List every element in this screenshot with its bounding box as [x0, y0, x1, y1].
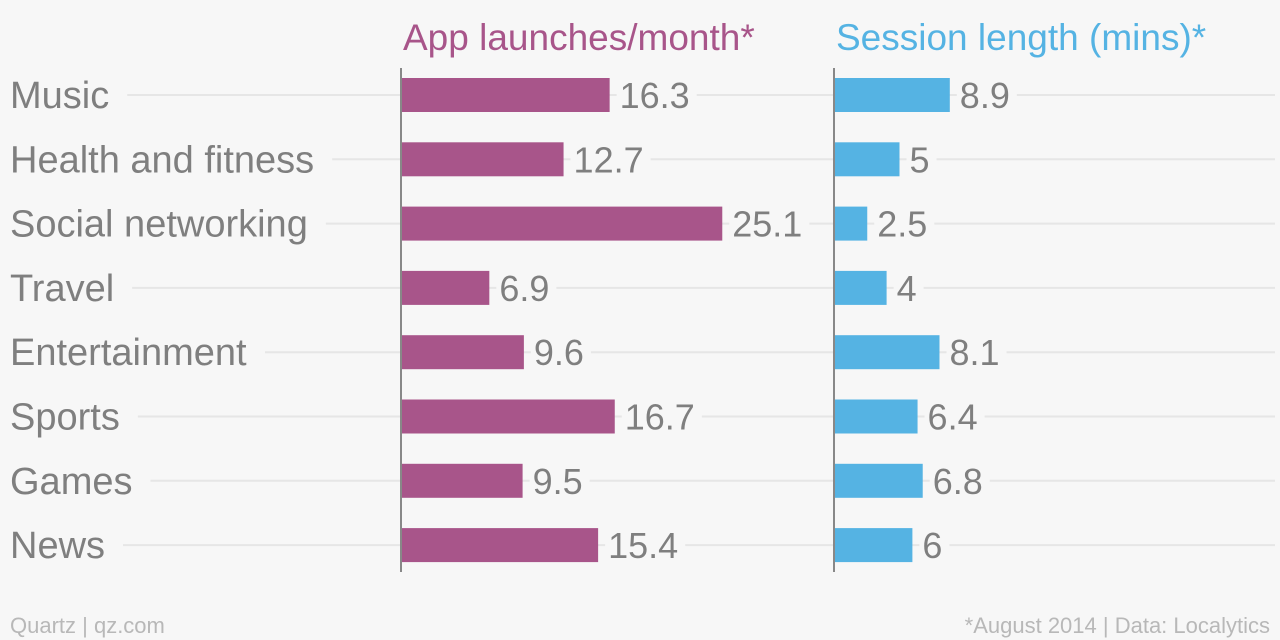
value-label-session-games: 6.8	[933, 461, 983, 502]
value-label-bg	[924, 396, 985, 438]
bar-launches-sports	[401, 399, 615, 434]
value-label-launches-social-networking: 25.1	[732, 204, 802, 245]
category-label-news: News	[10, 525, 105, 567]
category-label-social-networking: Social networking	[10, 204, 308, 246]
bar-session-health-and-fitness	[835, 142, 900, 177]
value-label-session-music: 8.9	[960, 75, 1010, 116]
value-label-launches-entertainment: 9.6	[534, 332, 584, 373]
bar-launches-travel	[401, 270, 490, 305]
value-label-bg	[929, 460, 990, 502]
category-label-bg	[6, 332, 266, 375]
value-label-session-sports: 6.4	[928, 397, 978, 438]
category-label-games: Games	[10, 461, 132, 503]
value-label-session-news: 6	[922, 525, 942, 566]
category-label-music: Music	[10, 75, 109, 117]
bar-launches-entertainment	[401, 335, 524, 370]
value-label-launches-sports: 16.7	[625, 397, 695, 438]
category-label-bg	[6, 139, 333, 182]
bar-session-entertainment	[835, 335, 940, 370]
session-panel-title: Session length (mins)*	[836, 17, 1206, 58]
launches-panel: App launches/month* 16.3 12.7 25.1 6.9 9.6 16…	[401, 17, 810, 567]
bar-launches-news	[401, 528, 599, 563]
category-label-bg	[6, 267, 133, 310]
bar-launches-games	[401, 463, 523, 498]
value-label-bg	[893, 267, 924, 309]
bar-session-travel	[835, 270, 887, 305]
category-label-travel: Travel	[10, 268, 114, 310]
bar-session-music	[835, 78, 950, 112]
category-label-bg	[6, 460, 151, 503]
bar-session-social-networking	[835, 206, 868, 241]
category-label-bg	[6, 396, 138, 439]
bar-session-games	[835, 463, 923, 498]
value-label-bg	[621, 396, 702, 438]
bar-launches-social-networking	[401, 206, 723, 241]
bar-session-sports	[835, 399, 918, 434]
session-panel: Session length (mins)* 8.9 5 2.5 4 8.1 6.4 6.8…	[835, 17, 1206, 567]
category-label-sports: Sports	[10, 397, 120, 439]
value-label-bg	[616, 75, 697, 116]
value-label-bg	[529, 460, 590, 502]
bar-launches-music	[401, 78, 610, 112]
category-label-health-and-fitness: Health and fitness	[10, 139, 314, 181]
value-label-session-entertainment: 8.1	[949, 332, 999, 373]
value-label-launches-games: 9.5	[533, 461, 583, 502]
value-label-bg	[729, 203, 810, 245]
value-label-bg	[919, 525, 950, 567]
value-label-bg	[605, 525, 686, 567]
category-label-bg	[6, 75, 128, 117]
value-label-session-health-and-fitness: 5	[910, 139, 930, 180]
category-labels: Music Health and fitness Social networking…	[6, 75, 333, 568]
value-label-bg	[570, 139, 651, 181]
value-label-launches-travel: 6.9	[499, 268, 549, 309]
launches-panel-title: App launches/month*	[403, 17, 755, 58]
value-label-bg	[906, 139, 937, 181]
category-label-bg	[6, 525, 124, 568]
bar-session-news	[835, 528, 913, 563]
footer-source-left: Quartz | qz.com	[10, 613, 165, 638]
value-label-launches-news: 15.4	[608, 525, 678, 566]
value-label-session-travel: 4	[897, 268, 917, 309]
category-label-entertainment: Entertainment	[10, 332, 247, 374]
value-label-bg	[956, 75, 1017, 116]
value-label-launches-music: 16.3	[620, 75, 690, 116]
value-label-bg	[496, 267, 557, 309]
value-label-session-social-networking: 2.5	[877, 204, 927, 245]
value-label-bg	[946, 332, 1007, 374]
value-label-launches-health-and-fitness: 12.7	[574, 139, 644, 180]
footer-source-right: *August 2014 | Data: Localytics	[965, 613, 1270, 638]
value-label-bg	[530, 332, 591, 374]
category-label-bg	[6, 203, 326, 246]
value-label-bg	[874, 203, 935, 245]
bar-launches-health-and-fitness	[401, 142, 564, 177]
